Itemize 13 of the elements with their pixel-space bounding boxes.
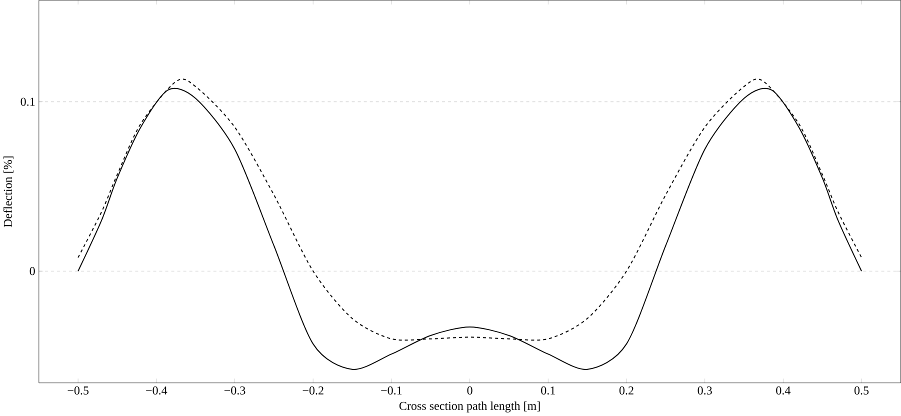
x-tick-label: −0.5 xyxy=(68,386,89,395)
x-tick-label: 0 xyxy=(467,386,472,395)
y-axis-title: Deflection [%] xyxy=(3,156,14,228)
x-tick-label: 0.5 xyxy=(854,386,869,395)
x-tick-label: −0.1 xyxy=(381,386,402,395)
x-axis-title: Cross section path length [m] xyxy=(399,402,540,413)
x-tick-label: 0.2 xyxy=(619,386,634,395)
x-tick-label: 0.3 xyxy=(698,386,712,395)
x-tick-label: −0.3 xyxy=(224,386,246,395)
x-tick-label: −0.2 xyxy=(302,386,324,395)
x-tick-label: −0.4 xyxy=(146,386,168,395)
x-tick-label: 0.1 xyxy=(541,386,555,395)
x-tick-label: 0.4 xyxy=(776,386,791,395)
